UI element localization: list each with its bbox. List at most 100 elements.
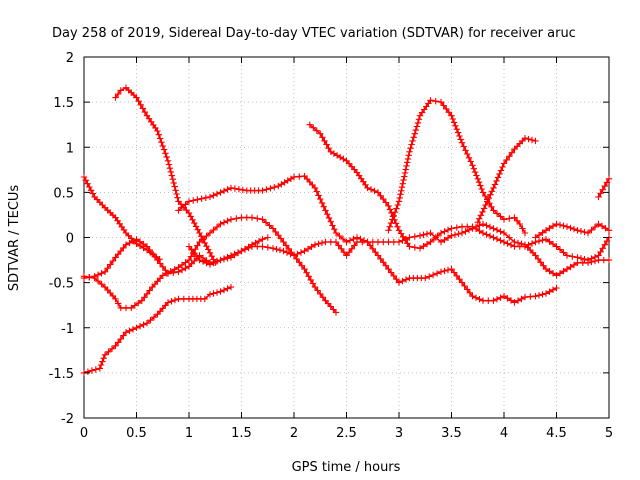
data-point <box>141 294 148 301</box>
data-point <box>570 225 578 233</box>
series-track-11 <box>532 220 613 241</box>
data-point <box>570 261 578 269</box>
data-point <box>480 205 488 212</box>
data-point <box>129 237 137 245</box>
data-point <box>276 246 284 254</box>
data-point <box>318 239 326 247</box>
data-point <box>280 238 287 246</box>
data-point <box>456 132 463 140</box>
data-point <box>263 186 270 193</box>
data-point <box>493 177 500 185</box>
data-point <box>294 250 301 258</box>
data-point <box>415 116 423 123</box>
data-point <box>206 193 214 201</box>
data-point <box>112 94 119 101</box>
data-point <box>101 351 109 358</box>
data-point <box>535 292 543 299</box>
data-point <box>128 304 135 312</box>
data-point <box>138 297 145 304</box>
data-point <box>429 271 437 279</box>
data-point <box>535 237 543 245</box>
data-point <box>220 187 228 195</box>
data-point <box>277 235 285 242</box>
data-point <box>108 345 116 352</box>
data-point <box>382 199 390 206</box>
series-trace <box>83 286 232 374</box>
data-point <box>455 230 462 238</box>
data-point <box>488 203 495 210</box>
data-point <box>490 184 497 192</box>
data-point <box>595 220 602 228</box>
data-point <box>309 280 317 287</box>
data-point <box>194 242 201 249</box>
data-point <box>462 147 469 154</box>
data-point <box>377 255 384 263</box>
data-point <box>201 239 208 247</box>
data-point <box>479 229 487 237</box>
series-layer <box>80 84 613 377</box>
data-point <box>380 195 387 203</box>
data-point <box>518 295 525 303</box>
data-point <box>385 227 392 234</box>
data-point <box>308 243 315 250</box>
data-point <box>348 245 355 252</box>
data-point <box>367 186 375 193</box>
data-point <box>420 231 427 238</box>
data-point <box>597 190 604 197</box>
data-point <box>164 157 172 164</box>
data-point <box>187 213 194 220</box>
data-point <box>603 237 611 245</box>
data-point <box>160 146 168 153</box>
data-point <box>224 217 231 225</box>
y-tick-label: -1 <box>61 322 74 337</box>
data-point <box>396 194 403 202</box>
data-point <box>437 238 445 246</box>
data-point <box>413 123 421 130</box>
data-point <box>497 167 505 174</box>
data-point <box>516 220 523 228</box>
data-point <box>112 295 119 303</box>
data-point <box>560 249 567 256</box>
data-point <box>351 242 358 249</box>
data-point <box>164 299 172 306</box>
data-point <box>414 119 422 127</box>
data-point <box>366 242 374 249</box>
data-point <box>411 233 418 240</box>
data-point <box>126 327 133 334</box>
data-point <box>154 256 161 264</box>
data-point <box>556 246 564 253</box>
data-point <box>224 285 231 292</box>
x-tick-label: 3.5 <box>441 426 462 441</box>
data-point <box>304 245 312 253</box>
data-point <box>339 235 347 243</box>
data-point <box>399 277 406 285</box>
data-point <box>275 232 282 239</box>
data-point <box>427 238 434 246</box>
data-point <box>135 98 142 105</box>
data-point <box>393 276 400 283</box>
data-point <box>605 227 613 234</box>
data-point <box>202 194 209 201</box>
data-point <box>448 265 455 273</box>
data-point <box>525 241 532 249</box>
data-point <box>298 262 306 269</box>
data-point <box>321 137 328 145</box>
data-point <box>542 265 550 273</box>
data-point <box>537 259 544 266</box>
data-point <box>453 126 460 133</box>
data-point <box>476 227 483 235</box>
data-point <box>453 224 460 231</box>
data-point <box>476 296 483 303</box>
data-point <box>213 223 221 231</box>
data-point <box>323 141 330 148</box>
data-point <box>313 127 320 134</box>
data-point <box>450 119 458 126</box>
data-point <box>159 263 166 270</box>
data-point <box>96 365 103 372</box>
y-tick-label: 1.5 <box>53 96 74 111</box>
data-point <box>478 185 485 193</box>
data-point <box>546 225 553 232</box>
data-point <box>472 225 480 232</box>
data-point <box>194 226 201 233</box>
data-point <box>380 259 387 266</box>
